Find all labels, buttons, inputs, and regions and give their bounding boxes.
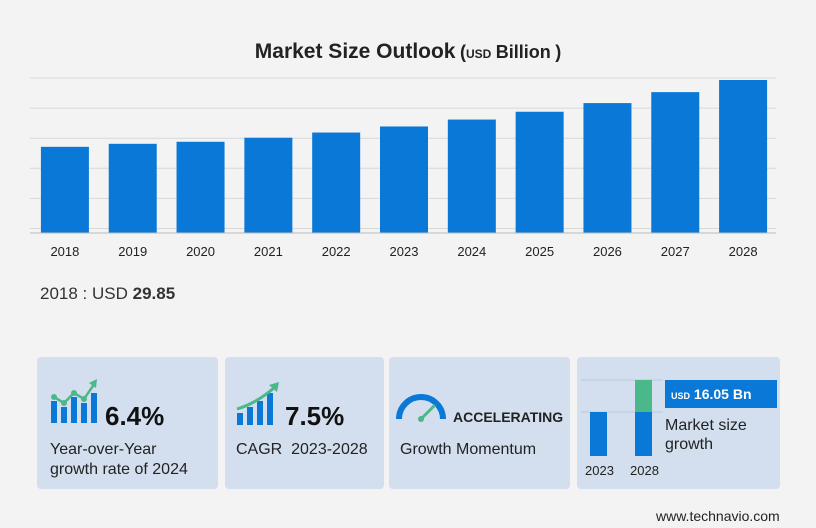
bar-chart: 2018 2019 2020 2021 2022 2023 2024 2025 2026 2027… [30, 77, 776, 259]
card-market-growth: 2023 2028 Market size growth [577, 357, 780, 489]
growth-line1: Market size [665, 417, 747, 434]
card-yoy: 6.4% Year-over-Year growth rate of 2024 [37, 357, 218, 489]
title-close-paren: ) [555, 42, 562, 62]
footer-url: www.technavio.com [656, 508, 780, 524]
card-momentum: ACCELERATING Growth Momentum [389, 357, 570, 489]
yoy-value: 6.4% [105, 401, 165, 431]
title-label: Billion [495, 42, 551, 62]
mini-growth-bars [581, 379, 663, 456]
badge-amount: 16.05 Bn [693, 386, 752, 402]
base-year-value: 2018 : USD 29.85 [40, 284, 175, 304]
bar-2018 [40, 146, 89, 233]
x-tick-label: 2019 [118, 244, 147, 259]
card-cagr: 7.5% CAGR 2023-2028 [225, 357, 384, 489]
bar-2028 [719, 80, 768, 233]
speedometer-icon [396, 394, 446, 422]
growth-amount-badge: USD 16.05 Bn [665, 380, 777, 408]
x-tick-label: 2026 [593, 244, 622, 259]
base-year-label: 2018 : USD [40, 284, 128, 303]
x-tick-label: 2023 [390, 244, 419, 259]
title-main: Market Size Outlook [254, 40, 456, 63]
bar-2026 [583, 103, 632, 233]
base-year-amount: 29.85 [132, 284, 176, 303]
x-tick-label: 2028 [729, 244, 758, 259]
bar-2027 [651, 92, 700, 233]
x-tick-label: 2024 [457, 244, 486, 259]
bar-2022 [312, 132, 361, 233]
year-a-label: 2023 [585, 463, 614, 478]
cagr-value: 7.5% [285, 401, 345, 431]
momentum-label: Growth Momentum [400, 441, 537, 458]
x-tick-label: 2025 [525, 244, 554, 259]
chart-title: Market Size Outlook (USD Billion ) [0, 40, 816, 64]
title-unit: USD [465, 47, 492, 61]
growth-line2: growth [665, 436, 714, 453]
bar-2023 [380, 126, 428, 233]
x-tick-label: 2022 [322, 244, 351, 259]
growth-chart-icon [51, 379, 97, 423]
bar-2019 [108, 143, 157, 233]
cagr-label: CAGR 2023-2028 [236, 441, 368, 458]
bar-2021 [244, 137, 293, 233]
badge-unit: USD [671, 391, 691, 401]
momentum-status: ACCELERATING [453, 409, 564, 425]
yoy-line2: growth rate of 2024 [50, 461, 188, 478]
bar-2025 [515, 111, 564, 233]
x-tick-label: 2020 [186, 244, 215, 259]
yoy-line1: Year-over-Year [50, 441, 157, 458]
bar-2020 [176, 141, 225, 233]
x-tick-label: 2027 [661, 244, 690, 259]
title-open-paren: ( [459, 42, 466, 62]
x-tick-label: 2021 [254, 244, 283, 259]
x-tick-label: 2018 [50, 244, 79, 259]
year-b-label: 2028 [630, 463, 659, 478]
trend-up-icon [236, 382, 279, 425]
bar-2024 [447, 119, 496, 233]
